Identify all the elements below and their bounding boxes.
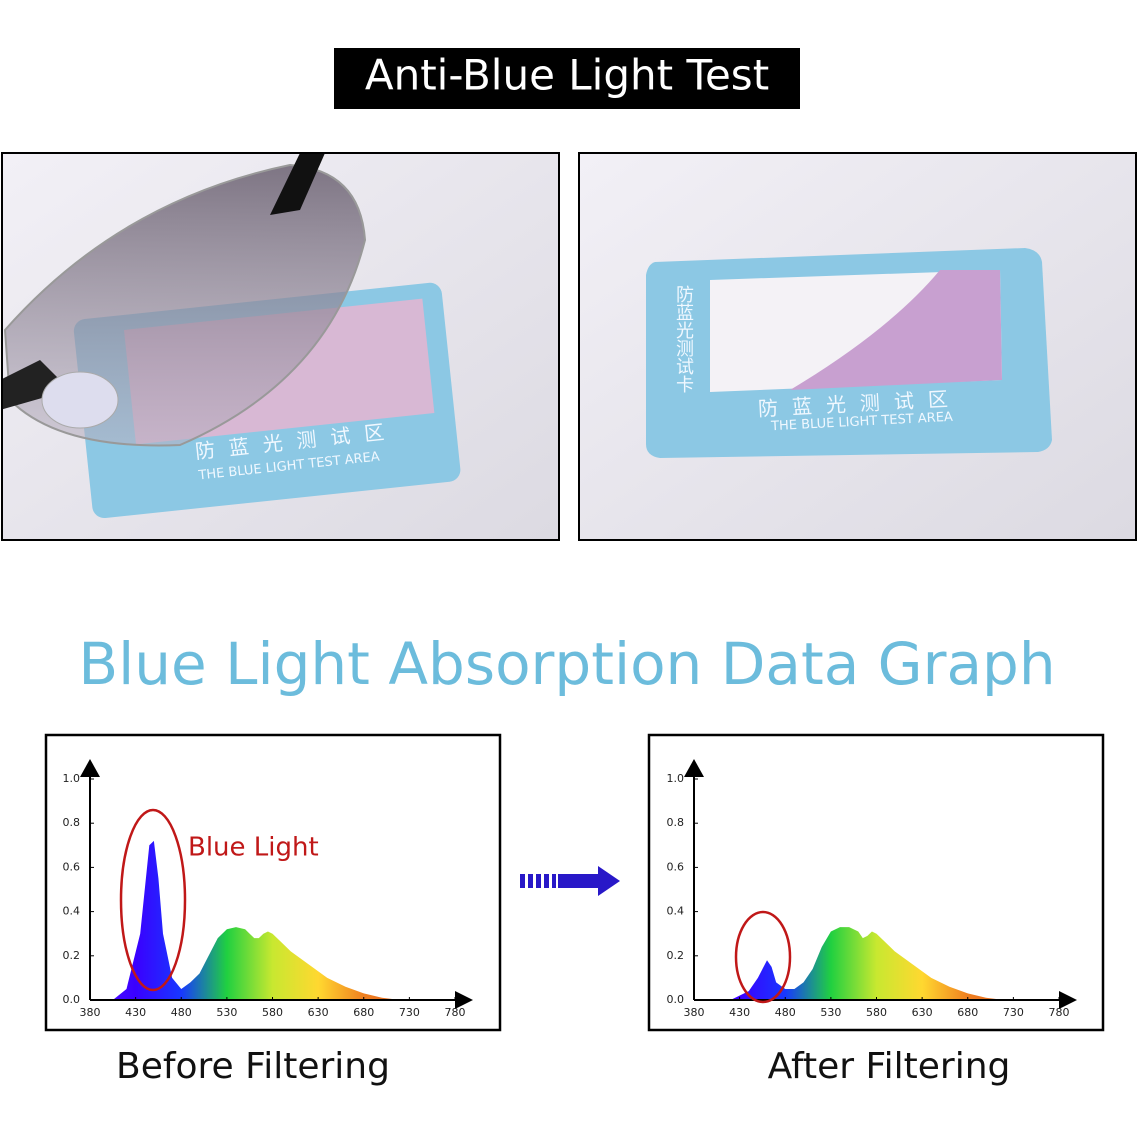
highlight-ellipse xyxy=(119,808,187,992)
y-tick-label: 0.4 xyxy=(667,905,685,918)
y-tick-label: 0.2 xyxy=(63,949,81,962)
photo-lens-test: 防蓝光测试区 THE BLUE LIGHT TEST AREA xyxy=(3,154,558,539)
title: Anti-Blue Light Test xyxy=(365,51,769,100)
spectrum-area xyxy=(112,840,401,1000)
x-tick-label: 680 xyxy=(957,1006,978,1019)
y-axis-arrow xyxy=(80,759,100,777)
spectrum-area xyxy=(730,927,1005,1000)
y-tick-label: 0.2 xyxy=(667,949,685,962)
y-tick-label: 0.6 xyxy=(63,860,81,873)
y-tick-label: 0.4 xyxy=(63,905,81,918)
x-axis-arrow xyxy=(455,991,473,1009)
y-tick-label: 0.8 xyxy=(667,816,685,829)
photo-frame xyxy=(578,152,1137,541)
y-tick-label: 0.6 xyxy=(667,860,685,873)
x-tick-label: 630 xyxy=(308,1006,329,1019)
title-box xyxy=(334,48,800,109)
x-tick-label: 780 xyxy=(1049,1006,1070,1019)
x-axis-arrow xyxy=(1059,991,1077,1009)
x-tick-label: 480 xyxy=(775,1006,796,1019)
x-tick-label: 730 xyxy=(1003,1006,1024,1019)
x-tick-label: 680 xyxy=(353,1006,374,1019)
y-axis-arrow xyxy=(684,759,704,777)
x-tick-label: 380 xyxy=(684,1006,705,1019)
x-tick-label: 430 xyxy=(125,1006,146,1019)
chart-caption: After Filtering xyxy=(768,1046,1011,1087)
y-tick-label: 0.8 xyxy=(63,816,81,829)
y-tick-label: 0.0 xyxy=(667,993,685,1006)
photo-card-test: 防蓝光测试卡 防蓝光测试区 THE BLUE LIGHT TEST AREA xyxy=(579,153,1136,540)
card-side-text: 防蓝光测试卡 xyxy=(673,285,694,393)
x-tick-label: 480 xyxy=(171,1006,192,1019)
photo-frame xyxy=(1,152,560,541)
chart-frame xyxy=(44,733,502,1032)
chart-frame xyxy=(647,733,1105,1032)
y-tick-label: 0.0 xyxy=(63,993,81,1006)
x-tick-label: 530 xyxy=(820,1006,841,1019)
arrow xyxy=(520,866,620,896)
x-tick-label: 530 xyxy=(216,1006,237,1019)
section-title: Blue Light Absorption Data Graph xyxy=(78,630,1055,698)
x-tick-label: 580 xyxy=(262,1006,283,1019)
x-tick-label: 780 xyxy=(445,1006,466,1019)
annotation: Blue Light xyxy=(188,833,319,863)
highlight-ellipse xyxy=(734,910,792,1004)
y-tick-label: 1.0 xyxy=(63,772,81,785)
x-tick-label: 630 xyxy=(912,1006,933,1019)
x-tick-label: 430 xyxy=(729,1006,750,1019)
x-tick-label: 580 xyxy=(866,1006,887,1019)
x-tick-label: 380 xyxy=(80,1006,101,1019)
chart-caption: Before Filtering xyxy=(116,1046,390,1087)
y-tick-label: 1.0 xyxy=(667,772,685,785)
x-tick-label: 730 xyxy=(399,1006,420,1019)
